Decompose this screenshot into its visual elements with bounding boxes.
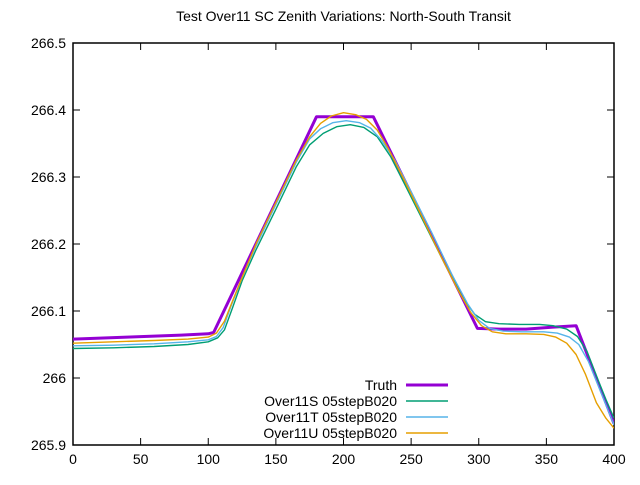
x-tick-label: 350 xyxy=(535,451,559,467)
legend-label-0: Truth xyxy=(365,377,397,393)
x-tick-label: 0 xyxy=(69,451,77,467)
y-tick-label: 265.9 xyxy=(31,437,66,453)
series-line-3 xyxy=(73,111,614,429)
y-tick-label: 266.1 xyxy=(31,303,66,319)
y-tick-label: 266.4 xyxy=(31,102,66,118)
x-tick-label: 100 xyxy=(197,451,221,467)
x-tick-label: 300 xyxy=(467,451,491,467)
x-tick-label: 250 xyxy=(399,451,423,467)
chart-title: Test Over11 SC Zenith Variations: North-… xyxy=(176,8,511,24)
series-group xyxy=(73,111,614,429)
y-tick-label: 266.2 xyxy=(31,236,66,252)
legend-label-3: Over11U 05stepB020 xyxy=(263,425,397,441)
x-tick-label: 200 xyxy=(332,451,356,467)
series-line-2 xyxy=(73,119,614,426)
x-tick-label: 50 xyxy=(133,451,149,467)
series-line-0 xyxy=(73,115,614,425)
legend-label-1: Over11S 05stepB020 xyxy=(264,393,397,409)
legend-label-2: Over11T 05stepB020 xyxy=(265,409,397,425)
y-tick-label: 266.3 xyxy=(31,169,66,185)
x-tick-label: 150 xyxy=(264,451,288,467)
y-tick-label: 266.5 xyxy=(31,35,66,51)
plot-border xyxy=(72,42,615,446)
x-tick-label: 400 xyxy=(602,451,626,467)
x-axis-ticks xyxy=(72,43,615,445)
y-tick-label: 266 xyxy=(43,370,67,386)
series-line-1 xyxy=(73,123,614,419)
